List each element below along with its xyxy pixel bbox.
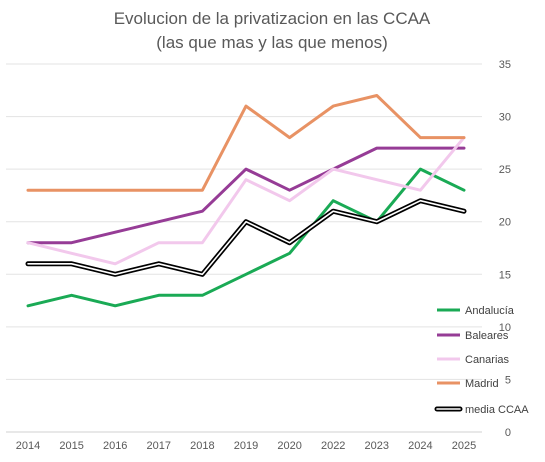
x-tick-label: 2024 [408,440,432,452]
y-tick-label: 5 [505,374,511,386]
x-tick-label: 2017 [147,440,171,452]
y-tick-label: 0 [505,427,511,439]
x-tick-label: 2025 [452,440,476,452]
series-line-media-inner [27,199,465,276]
x-tick-label: 2015 [59,440,83,452]
legend-label: media CCAA [465,404,529,416]
y-tick-label: 35 [499,59,511,71]
x-tick-label: 2018 [190,440,214,452]
gridlines [6,63,482,433]
x-tick-label: 2014 [16,440,40,452]
y-tick-label: 30 [499,112,511,124]
series-line-3 [26,94,466,192]
legend-label: Madrid [465,378,499,390]
x-tick-label: 2023 [365,440,389,452]
x-axis-ticks: 2014 2015 2016 2017 2018 2019 2020 2022 2023 2024… [16,440,476,452]
y-tick-label: 25 [499,164,511,176]
x-tick-label: 2016 [103,440,127,452]
series-line-2 [26,136,466,266]
legend-label: Andalucía [465,305,515,317]
series-line-1 [26,146,466,245]
series-line-0 [26,167,466,308]
chart-title: Evolucion de la privatizacion en las CCA… [114,9,431,28]
legend-label: Baleares [465,330,509,342]
y-tick-label: 10 [499,322,511,334]
y-tick-label: 20 [499,217,511,229]
x-tick-label: 2019 [234,440,258,452]
x-tick-label: 2020 [277,440,301,452]
y-tick-label: 15 [499,269,511,281]
chart-subtitle: (las que mas y las que menos) [156,33,388,52]
legend-label: Canarias [465,354,510,366]
x-tick-label: 2022 [321,440,345,452]
y-axis-ticks: 0 5 10 15 20 25 30 35 [499,59,511,439]
legend: Andalucía Baleares Canarias Madrid media CCA… [434,305,529,416]
series-lines [25,94,467,308]
